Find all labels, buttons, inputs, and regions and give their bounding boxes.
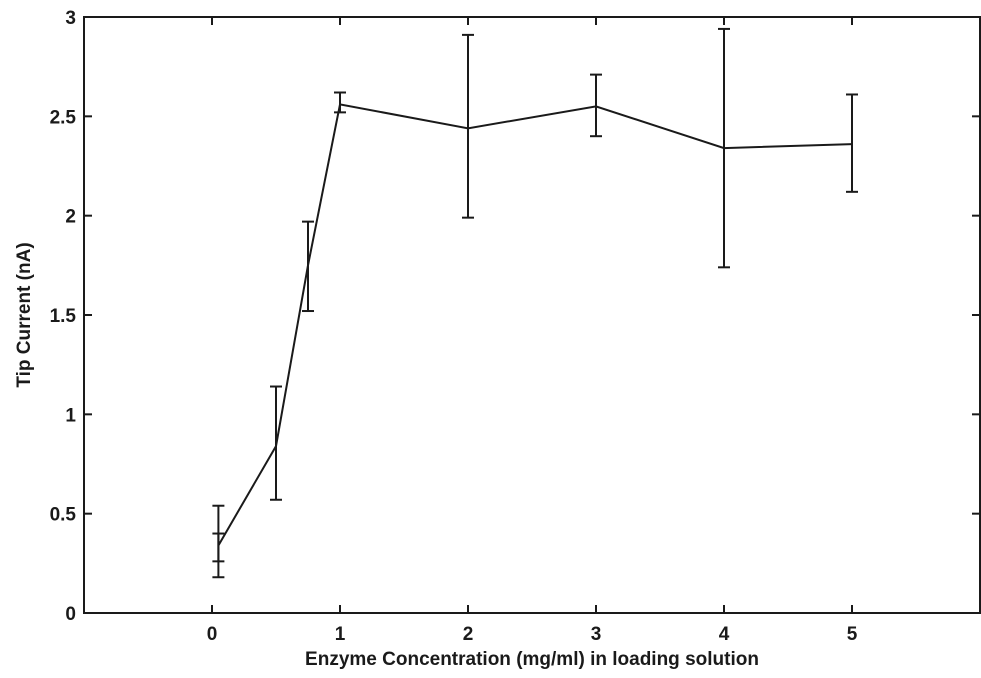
- y-tick-label: 3: [65, 8, 76, 29]
- x-tick-label: 4: [719, 624, 730, 645]
- x-axis-label: Enzyme Concentration (mg/ml) in loading …: [305, 649, 759, 670]
- y-tick-label: 2: [65, 207, 76, 228]
- plot-frame: [83, 16, 981, 614]
- error-bars-layer: [212, 27, 858, 579]
- x-tick-label: 1: [335, 624, 346, 645]
- x-tick-label: 0: [207, 624, 218, 645]
- y-tick-label: 1.5: [50, 306, 77, 327]
- y-axis-label: Tip Current (nA): [14, 242, 35, 387]
- tick-labels-layer: 0 1 2 3 4 5 0 0.5 1 1.5 2 2.5 3: [50, 8, 858, 645]
- x-tick-label: 2: [463, 624, 474, 645]
- x-tick-label: 3: [591, 624, 602, 645]
- x-tick-label: 5: [847, 624, 858, 645]
- y-tick-label: 0: [65, 604, 76, 625]
- series-layer: [217, 103, 853, 547]
- y-tick-label: 0.5: [50, 505, 77, 526]
- y-tick-label: 1: [65, 405, 76, 426]
- series-line: [217, 103, 853, 547]
- y-tick-label: 2.5: [50, 107, 77, 128]
